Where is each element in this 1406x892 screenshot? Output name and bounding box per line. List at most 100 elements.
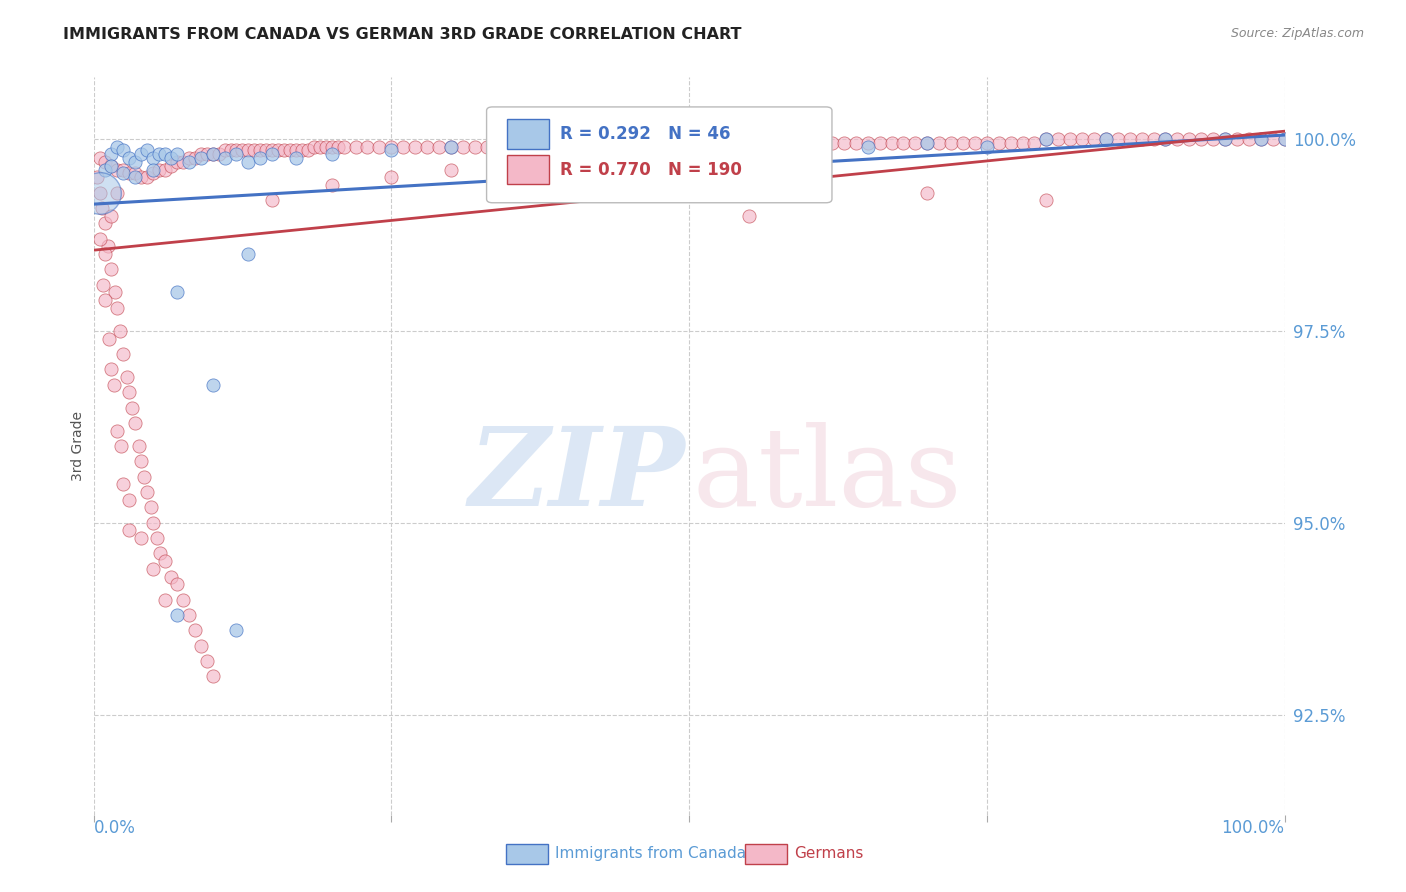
Point — [254, 144, 277, 158]
Point — [177, 151, 200, 165]
Point — [153, 554, 176, 568]
Text: IMMIGRANTS FROM CANADA VS GERMAN 3RD GRADE CORRELATION CHART: IMMIGRANTS FROM CANADA VS GERMAN 3RD GRA… — [63, 27, 742, 42]
Point — [160, 159, 183, 173]
Point — [547, 139, 569, 153]
Point — [225, 144, 247, 158]
Point — [118, 492, 141, 507]
Point — [118, 385, 141, 400]
Point — [558, 155, 581, 169]
Point — [856, 139, 879, 153]
Point — [129, 170, 152, 185]
Point — [440, 162, 463, 177]
Text: Germans: Germans — [794, 847, 863, 862]
Point — [195, 654, 218, 668]
Point — [915, 136, 938, 150]
Point — [190, 639, 212, 653]
Point — [1035, 132, 1057, 146]
Point — [904, 136, 927, 150]
Point — [100, 362, 122, 376]
Point — [112, 166, 135, 180]
Point — [976, 139, 998, 153]
Point — [201, 669, 224, 683]
Point — [761, 139, 783, 153]
Point — [321, 139, 343, 153]
Point — [124, 155, 146, 169]
Point — [153, 147, 176, 161]
Point — [112, 347, 135, 361]
Point — [177, 155, 200, 169]
Point — [225, 147, 247, 161]
Point — [100, 159, 122, 173]
Point — [785, 139, 807, 153]
Point — [808, 136, 831, 150]
Point — [132, 469, 155, 483]
Point — [98, 331, 121, 345]
Point — [166, 155, 188, 169]
Point — [160, 569, 183, 583]
Point — [1166, 132, 1188, 146]
Point — [201, 147, 224, 161]
Point — [510, 139, 533, 153]
Point — [571, 139, 593, 153]
Point — [112, 162, 135, 177]
Point — [105, 424, 128, 438]
Point — [129, 147, 152, 161]
Point — [534, 139, 557, 153]
Point — [105, 186, 128, 200]
Point — [380, 139, 402, 153]
Point — [976, 136, 998, 150]
Text: 100.0%: 100.0% — [1222, 819, 1285, 837]
Point — [285, 151, 308, 165]
Point — [100, 159, 122, 173]
Y-axis label: 3rd Grade: 3rd Grade — [72, 411, 86, 481]
Point — [153, 592, 176, 607]
Text: R = 0.292   N = 46: R = 0.292 N = 46 — [561, 125, 731, 144]
Point — [166, 147, 188, 161]
Point — [464, 139, 486, 153]
Point — [207, 147, 229, 161]
Point — [523, 139, 546, 153]
Point — [100, 209, 122, 223]
Point — [219, 144, 242, 158]
Point — [89, 232, 111, 246]
Point — [262, 147, 284, 161]
Point — [880, 136, 903, 150]
Point — [302, 139, 325, 153]
Point — [89, 151, 111, 165]
Point — [94, 247, 117, 261]
Point — [278, 144, 301, 158]
Point — [939, 136, 962, 150]
Point — [201, 147, 224, 161]
Point — [440, 139, 463, 153]
Point — [416, 139, 439, 153]
Point — [332, 139, 354, 153]
Point — [145, 531, 167, 545]
Text: Source: ZipAtlas.com: Source: ZipAtlas.com — [1230, 27, 1364, 40]
Point — [142, 562, 165, 576]
Point — [166, 607, 188, 622]
Point — [356, 139, 378, 153]
Point — [321, 178, 343, 192]
Point — [104, 285, 127, 300]
Point — [190, 151, 212, 165]
Point — [118, 151, 141, 165]
Text: Immigrants from Canada: Immigrants from Canada — [555, 847, 747, 862]
Text: R = 0.770   N = 190: R = 0.770 N = 190 — [561, 161, 742, 178]
Point — [427, 139, 450, 153]
Point — [195, 147, 218, 161]
Point — [110, 439, 132, 453]
Point — [1261, 132, 1284, 146]
Point — [100, 262, 122, 277]
Point — [105, 162, 128, 177]
Point — [368, 139, 391, 153]
Point — [94, 155, 117, 169]
Point — [1142, 132, 1164, 146]
Point — [797, 136, 820, 150]
Point — [1059, 132, 1081, 146]
Point — [184, 624, 207, 638]
Point — [285, 144, 308, 158]
Point — [1213, 132, 1236, 146]
Point — [214, 144, 236, 158]
Bar — [506, 155, 548, 185]
Point — [488, 139, 510, 153]
